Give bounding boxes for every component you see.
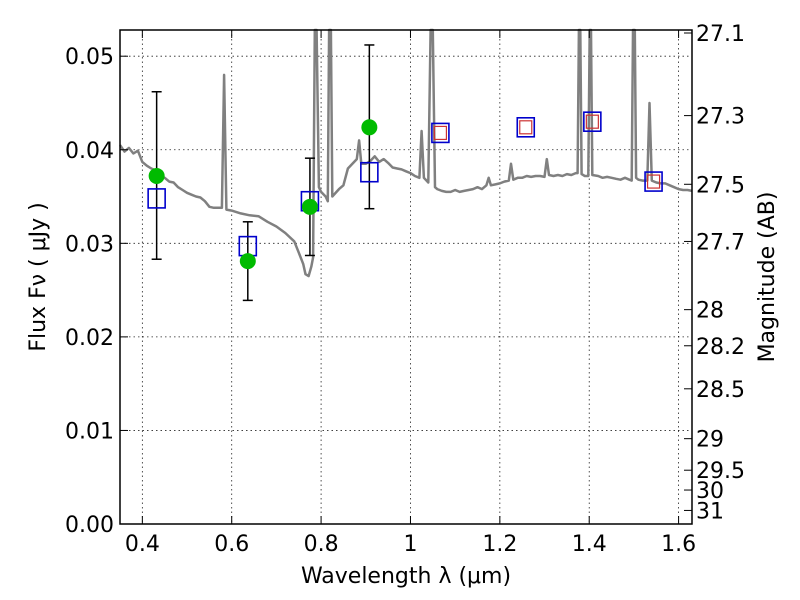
model-box <box>431 122 450 144</box>
right-tick-label: 27.5 <box>696 173 745 198</box>
x-tick-label: 1.6 <box>661 532 696 557</box>
observed-point <box>148 167 165 184</box>
y-tick-label: 0.01 <box>65 419 114 444</box>
x-tick-label: 0.8 <box>304 532 339 557</box>
y-tick-label: 0.00 <box>65 513 114 538</box>
errorbars <box>151 44 375 302</box>
tick-labels: 0.4 0.6 0.8 1 1.2 1.4 1.6 0.00 0.01 0.02 0.03 0.04 0… <box>65 22 745 557</box>
x-axis-label: Wavelength λ (μm) <box>301 564 511 589</box>
right-tick-label: 30 <box>696 479 724 504</box>
model-box-inner <box>585 114 599 129</box>
model-box <box>583 111 602 132</box>
y-tick-label: 0.03 <box>65 232 114 257</box>
model-box-inner <box>433 125 448 141</box>
right-tick-label: 29.5 <box>696 459 745 484</box>
right-tick-label: 27.1 <box>696 22 745 47</box>
model-box <box>147 188 166 209</box>
observed-point <box>301 198 318 215</box>
y-axis-label: Flux Fν ( μJy ) <box>26 202 51 351</box>
right-tick-label: 28.5 <box>696 378 745 403</box>
right-tick-label: 27.7 <box>696 230 745 255</box>
x-tick-label: 1.4 <box>572 532 607 557</box>
y-tick-label: 0.04 <box>65 139 114 164</box>
right-tick-label: 28 <box>696 299 724 324</box>
model-boxes <box>147 111 663 257</box>
observed-point <box>239 253 256 270</box>
axis-ticks <box>120 30 692 525</box>
model-box <box>644 171 663 192</box>
right-tick-label: 28.2 <box>696 335 745 360</box>
x-tick-label: 0.4 <box>125 532 160 557</box>
observed-points <box>148 119 378 270</box>
model-box <box>516 117 536 138</box>
model-box-inner <box>646 174 661 189</box>
x-tick-label: 1 <box>403 532 417 557</box>
right-axis-label: Magnitude (AB) <box>755 192 780 363</box>
template-spectrum <box>118 28 693 278</box>
right-tick-label: 29 <box>696 428 724 453</box>
right-tick-label: 27.3 <box>696 105 745 130</box>
plot-frame <box>119 29 693 525</box>
model-box <box>360 161 379 183</box>
x-tick-label: 1.2 <box>482 532 517 557</box>
model-box-inner <box>519 120 533 135</box>
grid-lines <box>120 30 692 525</box>
y-tick-label: 0.05 <box>65 45 114 70</box>
y-tick-label: 0.02 <box>65 326 114 351</box>
observed-point <box>361 119 378 136</box>
right-tick-label: 31 <box>696 499 724 524</box>
template-line <box>118 28 693 278</box>
x-tick-label: 0.6 <box>214 532 249 557</box>
